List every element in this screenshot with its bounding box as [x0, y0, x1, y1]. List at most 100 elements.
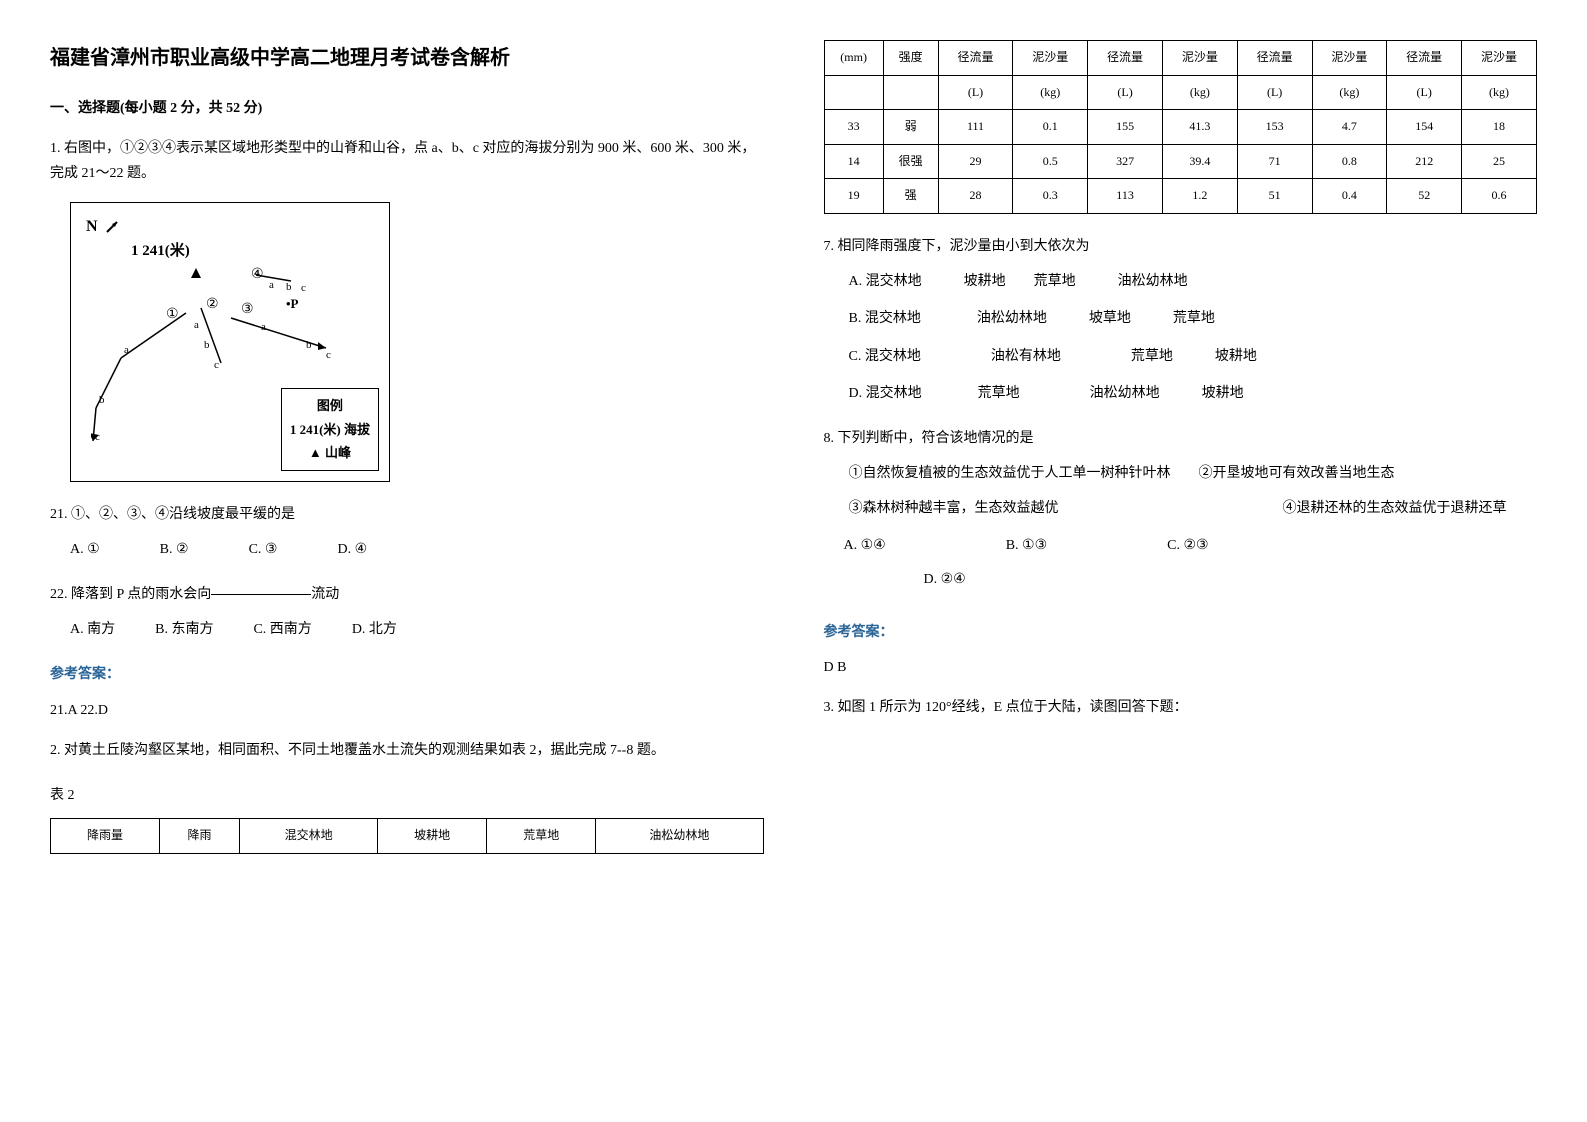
- table-header: 降雨量: [51, 819, 160, 854]
- table-cell: 4.7: [1312, 110, 1387, 145]
- table-header: 坡耕地: [378, 819, 487, 854]
- table-header: 油松幼林地: [596, 819, 763, 854]
- table-cell: 25: [1462, 144, 1537, 179]
- question-3-text: 3. 如图 1 所示为 120°经线，E 点位于大陆，读图回答下题：: [824, 695, 1538, 720]
- svg-text:c: c: [326, 349, 331, 361]
- table-cell: 51: [1237, 179, 1312, 214]
- table-cell: 153: [1237, 110, 1312, 145]
- option-c: C. ②③: [1167, 533, 1208, 558]
- table-cell: 327: [1088, 144, 1163, 179]
- table-cell: (mm): [824, 41, 883, 76]
- svg-text:c: c: [214, 359, 219, 371]
- table-header: 降雨: [160, 819, 240, 854]
- svg-text:b: b: [286, 281, 292, 293]
- table-cell: (kg): [1162, 75, 1237, 110]
- table-cell: (kg): [1013, 75, 1088, 110]
- table-cell: 0.6: [1462, 179, 1537, 214]
- table-cell: 154: [1387, 110, 1462, 145]
- table-cell: 18: [1462, 110, 1537, 145]
- option-a: A. 南方: [70, 617, 115, 642]
- option-d: D. 混交林地 荒草地 油松幼林地 坡耕地: [849, 381, 1538, 406]
- table-row: 降雨量 降雨 混交林地 坡耕地 荒草地 油松幼林地: [51, 819, 764, 854]
- svg-text:a: a: [261, 321, 266, 333]
- svg-text:a: a: [269, 279, 274, 291]
- question-21-text: 21. ①、②、③、④沿线坡度最平缓的是: [50, 502, 764, 527]
- q22-before: 22. 降落到 P 点的雨水会向: [50, 587, 211, 602]
- svg-text:b: b: [99, 394, 105, 406]
- answer-2: D B: [824, 655, 1538, 680]
- table-cell: 径流量: [1088, 41, 1163, 76]
- table-cell: 很强: [883, 144, 938, 179]
- table-cell: 强度: [883, 41, 938, 76]
- table-cell: 泥沙量: [1013, 41, 1088, 76]
- table-cell: 弱: [883, 110, 938, 145]
- table-cell: 28: [938, 179, 1013, 214]
- sub-option-1: ①自然恢复植被的生态效益优于人工单一树种针叶林 ②开垦坡地可有效改善当地生态: [849, 461, 1538, 486]
- table-header: 荒草地: [487, 819, 596, 854]
- legend-title: 图例: [290, 394, 370, 417]
- legend-box: 图例 1 241(米) 海拔 ▲ 山峰: [281, 388, 379, 470]
- table-cell: 泥沙量: [1312, 41, 1387, 76]
- table-row: 19 强 28 0.3 113 1.2 51 0.4 52 0.6: [824, 179, 1537, 214]
- table-row: 14 很强 29 0.5 327 39.4 71 0.8 212 25: [824, 144, 1537, 179]
- right-column: (mm) 强度 径流量 泥沙量 径流量 泥沙量 径流量 泥沙量 径流量 泥沙量 …: [824, 40, 1538, 854]
- table-row: (mm) 强度 径流量 泥沙量 径流量 泥沙量 径流量 泥沙量 径流量 泥沙量: [824, 41, 1537, 76]
- question-7-text: 7. 相同降雨强度下，泥沙量由小到大依次为: [824, 234, 1538, 259]
- table-cell: (kg): [1462, 75, 1537, 110]
- option-a: A. ①: [70, 537, 100, 562]
- option-d: D. ④: [337, 537, 367, 562]
- legend-elevation: 1 241(米) 海拔: [290, 418, 370, 441]
- question-22-text: 22. 降落到 P 点的雨水会向 流动: [50, 582, 764, 607]
- question-2: 2. 对黄土丘陵沟壑区某地，相同面积、不同土地覆盖水土流失的观测结果如表 2，据…: [50, 738, 764, 763]
- table-cell: (L): [938, 75, 1013, 110]
- table-cell: 0.8: [1312, 144, 1387, 179]
- answer-header-2: 参考答案：: [824, 620, 1538, 645]
- question-7-options: A. 混交林地 坡耕地 荒草地 油松幼林地 B. 混交林地 油松幼林地 坡草地 …: [849, 269, 1538, 406]
- question-8: 8. 下列判断中，符合该地情况的是 ①自然恢复植被的生态效益优于人工单一树种针叶…: [824, 426, 1538, 600]
- option-b: B. 混交林地 油松幼林地 坡草地 荒草地: [849, 306, 1538, 331]
- table-cell: 111: [938, 110, 1013, 145]
- north-indicator: N: [86, 213, 122, 242]
- svg-text:a: a: [194, 319, 199, 331]
- option-c: C. 混交林地 油松有林地 荒草地 坡耕地: [849, 344, 1538, 369]
- legend-peak: ▲ 山峰: [290, 441, 370, 464]
- option-b: B. ②: [160, 537, 189, 562]
- q22-after: 流动: [311, 587, 339, 602]
- svg-text:c: c: [301, 282, 306, 294]
- blank-input: [211, 594, 311, 595]
- question-1: 1. 右图中，①②③④表示某区域地形类型中的山脊和山谷，点 a、b、c 对应的海…: [50, 136, 764, 481]
- table-cell: 0.5: [1013, 144, 1088, 179]
- section-header: 一、选择题(每小题 2 分，共 52 分): [50, 96, 764, 121]
- table-label: 表 2: [50, 783, 764, 808]
- table-cell: 径流量: [1237, 41, 1312, 76]
- north-label: N: [86, 218, 98, 235]
- table-cell: 泥沙量: [1162, 41, 1237, 76]
- table-cell: (kg): [1312, 75, 1387, 110]
- table-cell: 泥沙量: [1462, 41, 1537, 76]
- terrain-diagram: N 1 241(米) ① ② ③ ④ •P a b c: [70, 202, 390, 482]
- data-table: (mm) 强度 径流量 泥沙量 径流量 泥沙量 径流量 泥沙量 径流量 泥沙量 …: [824, 40, 1538, 214]
- option-b: B. ①③: [1006, 533, 1047, 558]
- table-cell: 1.2: [1162, 179, 1237, 214]
- svg-text:b: b: [306, 339, 312, 351]
- table-cell: 14: [824, 144, 883, 179]
- question-8-suboptions: ①自然恢复植被的生态效益优于人工单一树种针叶林 ②开垦坡地可有效改善当地生态 ③…: [849, 461, 1538, 521]
- table-cell: 29: [938, 144, 1013, 179]
- table-cell: 0.3: [1013, 179, 1088, 214]
- question-22-options: A. 南方 B. 东南方 C. 西南方 D. 北方: [70, 617, 764, 642]
- svg-text:a: a: [124, 344, 129, 356]
- table-cell: 52: [1387, 179, 1462, 214]
- table-cell: (L): [1387, 75, 1462, 110]
- table-cell: 155: [1088, 110, 1163, 145]
- option-a: A. 混交林地 坡耕地 荒草地 油松幼林地: [849, 269, 1538, 294]
- table-header: 混交林地: [240, 819, 378, 854]
- question-1-text: 1. 右图中，①②③④表示某区域地形类型中的山脊和山谷，点 a、b、c 对应的海…: [50, 136, 764, 186]
- sub-option-2: ③森林树种越丰富，生态效益越优 ④退耕还林的生态效益优于退耕还草: [849, 496, 1538, 521]
- question-2-text: 2. 对黄土丘陵沟壑区某地，相同面积、不同土地覆盖水土流失的观测结果如表 2，据…: [50, 738, 764, 763]
- option-c: C. 西南方: [253, 617, 311, 642]
- table-cell: 39.4: [1162, 144, 1237, 179]
- answer-1: 21.A 22.D: [50, 698, 764, 723]
- svg-text:b: b: [204, 339, 210, 351]
- table-cell: 径流量: [938, 41, 1013, 76]
- table-cell: 71: [1237, 144, 1312, 179]
